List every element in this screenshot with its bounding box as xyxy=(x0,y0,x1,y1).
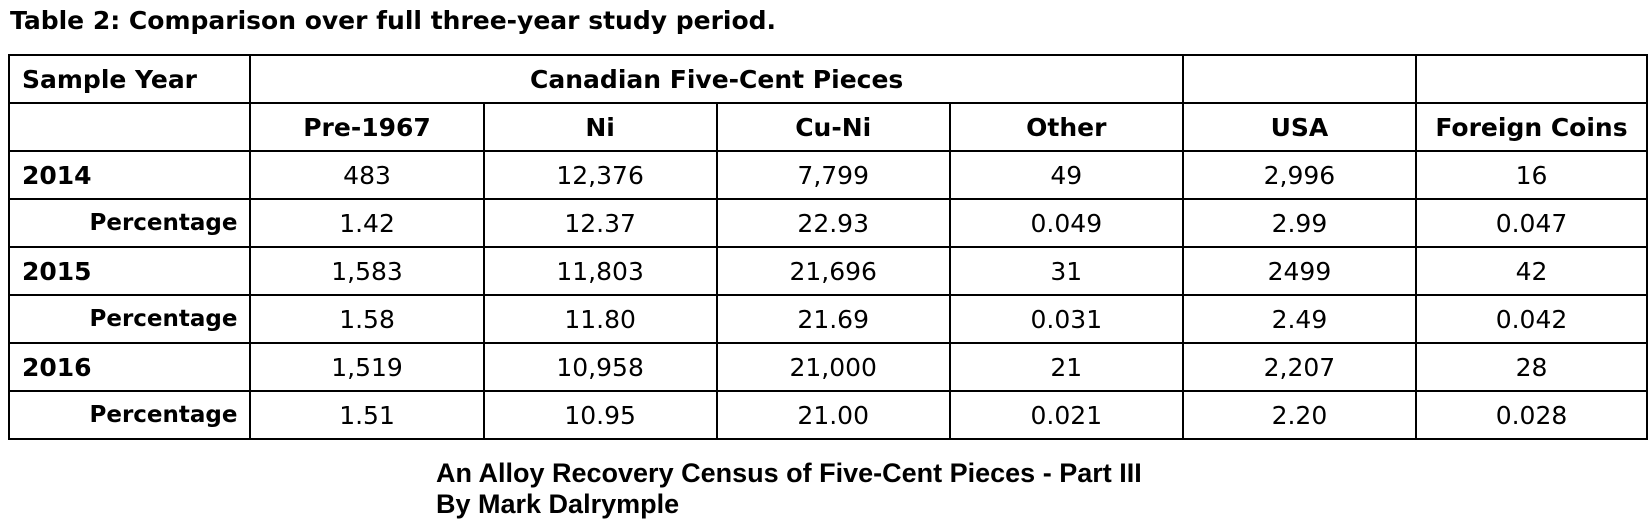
count-cell: 31 xyxy=(948,246,1184,296)
article-author: By Mark Dalrymple xyxy=(436,489,680,519)
percentage-cell: 2.99 xyxy=(1181,198,1417,248)
table-caption: Table 2: Comparison over full three-year… xyxy=(10,6,777,35)
table-row: Percentage 1.51 10.95 21.00 0.021 2.20 0… xyxy=(7,390,1649,440)
count-cell: 10,958 xyxy=(482,342,718,392)
count-cell: 11,803 xyxy=(482,246,718,296)
column-header: Foreign Coins xyxy=(1414,102,1649,152)
count-cell: 21 xyxy=(948,342,1184,392)
empty-header-cell xyxy=(7,102,252,152)
column-header: Ni xyxy=(482,102,718,152)
header-row-2: Pre-1967 Ni Cu-Ni Other USA Foreign Coin… xyxy=(7,102,1649,152)
count-cell: 12,376 xyxy=(482,150,718,200)
year-cell: 2015 xyxy=(7,246,252,296)
percentage-cell: 21.00 xyxy=(715,390,951,440)
table-row: 2016 1,519 10,958 21,000 21 2,207 28 xyxy=(7,342,1649,392)
percentage-cell: 0.028 xyxy=(1414,390,1649,440)
percentage-cell: 10.95 xyxy=(482,390,718,440)
empty-header-cell xyxy=(1414,54,1649,104)
header-row-1: Sample Year Canadian Five-Cent Pieces xyxy=(7,54,1649,104)
percentage-cell: 0.047 xyxy=(1414,198,1649,248)
count-cell: 49 xyxy=(948,150,1184,200)
count-cell: 21,000 xyxy=(715,342,951,392)
column-header: Cu-Ni xyxy=(715,102,951,152)
percentage-cell: 0.031 xyxy=(948,294,1184,344)
percentage-cell: 2.20 xyxy=(1181,390,1417,440)
count-cell: 2499 xyxy=(1181,246,1417,296)
percentage-cell: 0.021 xyxy=(948,390,1184,440)
percentage-cell: 0.042 xyxy=(1414,294,1649,344)
count-cell: 2,996 xyxy=(1181,150,1417,200)
percentage-cell: 1.42 xyxy=(249,198,485,248)
table-row: Percentage 1.42 12.37 22.93 0.049 2.99 0… xyxy=(7,198,1649,248)
column-header: Other xyxy=(948,102,1184,152)
count-cell: 1,519 xyxy=(249,342,485,392)
empty-header-cell xyxy=(1181,54,1417,104)
column-header: USA xyxy=(1181,102,1417,152)
count-cell: 28 xyxy=(1414,342,1649,392)
count-cell: 21,696 xyxy=(715,246,951,296)
percentage-cell: 1.58 xyxy=(249,294,485,344)
count-cell: 1,583 xyxy=(249,246,485,296)
canadian-group-header: Canadian Five-Cent Pieces xyxy=(249,54,1184,104)
percentage-label: Percentage xyxy=(7,294,252,344)
article-credit: An Alloy Recovery Census of Five-Cent Pi… xyxy=(436,458,1142,520)
count-cell: 483 xyxy=(249,150,485,200)
count-cell: 7,799 xyxy=(715,150,951,200)
comparison-table: Sample Year Canadian Five-Cent Pieces Pr… xyxy=(7,54,1649,440)
percentage-cell: 21.69 xyxy=(715,294,951,344)
percentage-cell: 2.49 xyxy=(1181,294,1417,344)
percentage-cell: 1.51 xyxy=(249,390,485,440)
percentage-cell: 0.049 xyxy=(948,198,1184,248)
table-row: Percentage 1.58 11.80 21.69 0.031 2.49 0… xyxy=(7,294,1649,344)
year-cell: 2014 xyxy=(7,150,252,200)
count-cell: 16 xyxy=(1414,150,1649,200)
article-title: An Alloy Recovery Census of Five-Cent Pi… xyxy=(436,458,1142,488)
percentage-cell: 22.93 xyxy=(715,198,951,248)
table-row: 2014 483 12,376 7,799 49 2,996 16 xyxy=(7,150,1649,200)
percentage-cell: 12.37 xyxy=(482,198,718,248)
percentage-label: Percentage xyxy=(7,198,252,248)
year-cell: 2016 xyxy=(7,342,252,392)
count-cell: 2,207 xyxy=(1181,342,1417,392)
count-cell: 42 xyxy=(1414,246,1649,296)
percentage-label: Percentage xyxy=(7,390,252,440)
table-row: 2015 1,583 11,803 21,696 31 2499 42 xyxy=(7,246,1649,296)
percentage-cell: 11.80 xyxy=(482,294,718,344)
sample-year-header: Sample Year xyxy=(7,54,252,104)
column-header: Pre-1967 xyxy=(249,102,485,152)
